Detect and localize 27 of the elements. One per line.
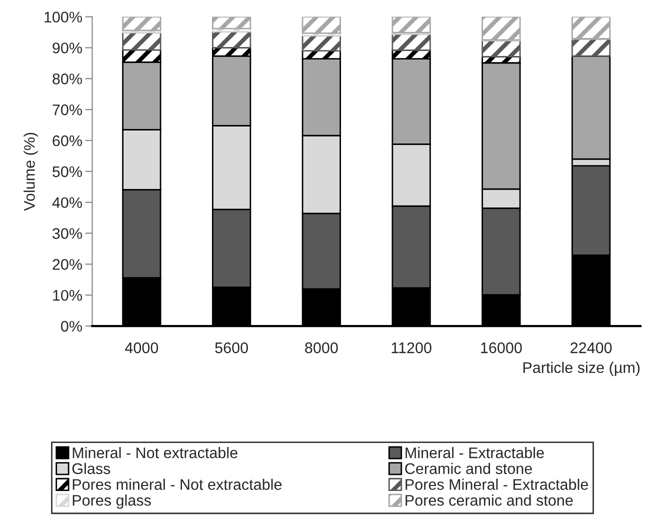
legend-label: Mineral - Extractable xyxy=(406,447,544,458)
y-tick-label: 80% xyxy=(52,74,82,84)
y-tick-label: 10% xyxy=(53,290,82,301)
y-tick-label: 20% xyxy=(52,259,82,270)
legend-label: Pores ceramic and stone xyxy=(406,494,573,506)
legend-label: Mineral - Not extractable xyxy=(72,447,238,458)
y-tick-label: 90% xyxy=(52,42,82,54)
legend-label: Pores Mineral - Extractable xyxy=(406,478,588,490)
y-tick-label: 0% xyxy=(61,320,82,332)
x-tick-label: 11200 xyxy=(392,342,432,354)
legend-label: Ceramic and stone xyxy=(405,462,532,474)
y-axis-title: Volume (%) xyxy=(24,132,38,211)
x-tick-label: 5600 xyxy=(215,342,248,354)
y-tick-label: 40% xyxy=(52,197,82,208)
legend-label: Pores glass xyxy=(72,494,151,509)
legend-label: Glass xyxy=(72,462,110,474)
x-tick-label: 8000 xyxy=(305,342,338,354)
x-tick-label: 16000 xyxy=(481,342,522,354)
y-tick-label: 50% xyxy=(52,166,82,178)
x-tick-label: 22400 xyxy=(570,342,612,354)
y-tick-label: 100% xyxy=(44,12,82,22)
x-axis-title: Particle size (µm) xyxy=(523,362,640,376)
y-tick-label: 60% xyxy=(52,135,82,146)
y-tick-label: 70% xyxy=(52,104,82,116)
y-tick-label: 30% xyxy=(52,228,82,239)
legend-label: Pores mineral - Not extractable xyxy=(72,478,282,490)
x-tick-label: 4000 xyxy=(125,342,158,354)
